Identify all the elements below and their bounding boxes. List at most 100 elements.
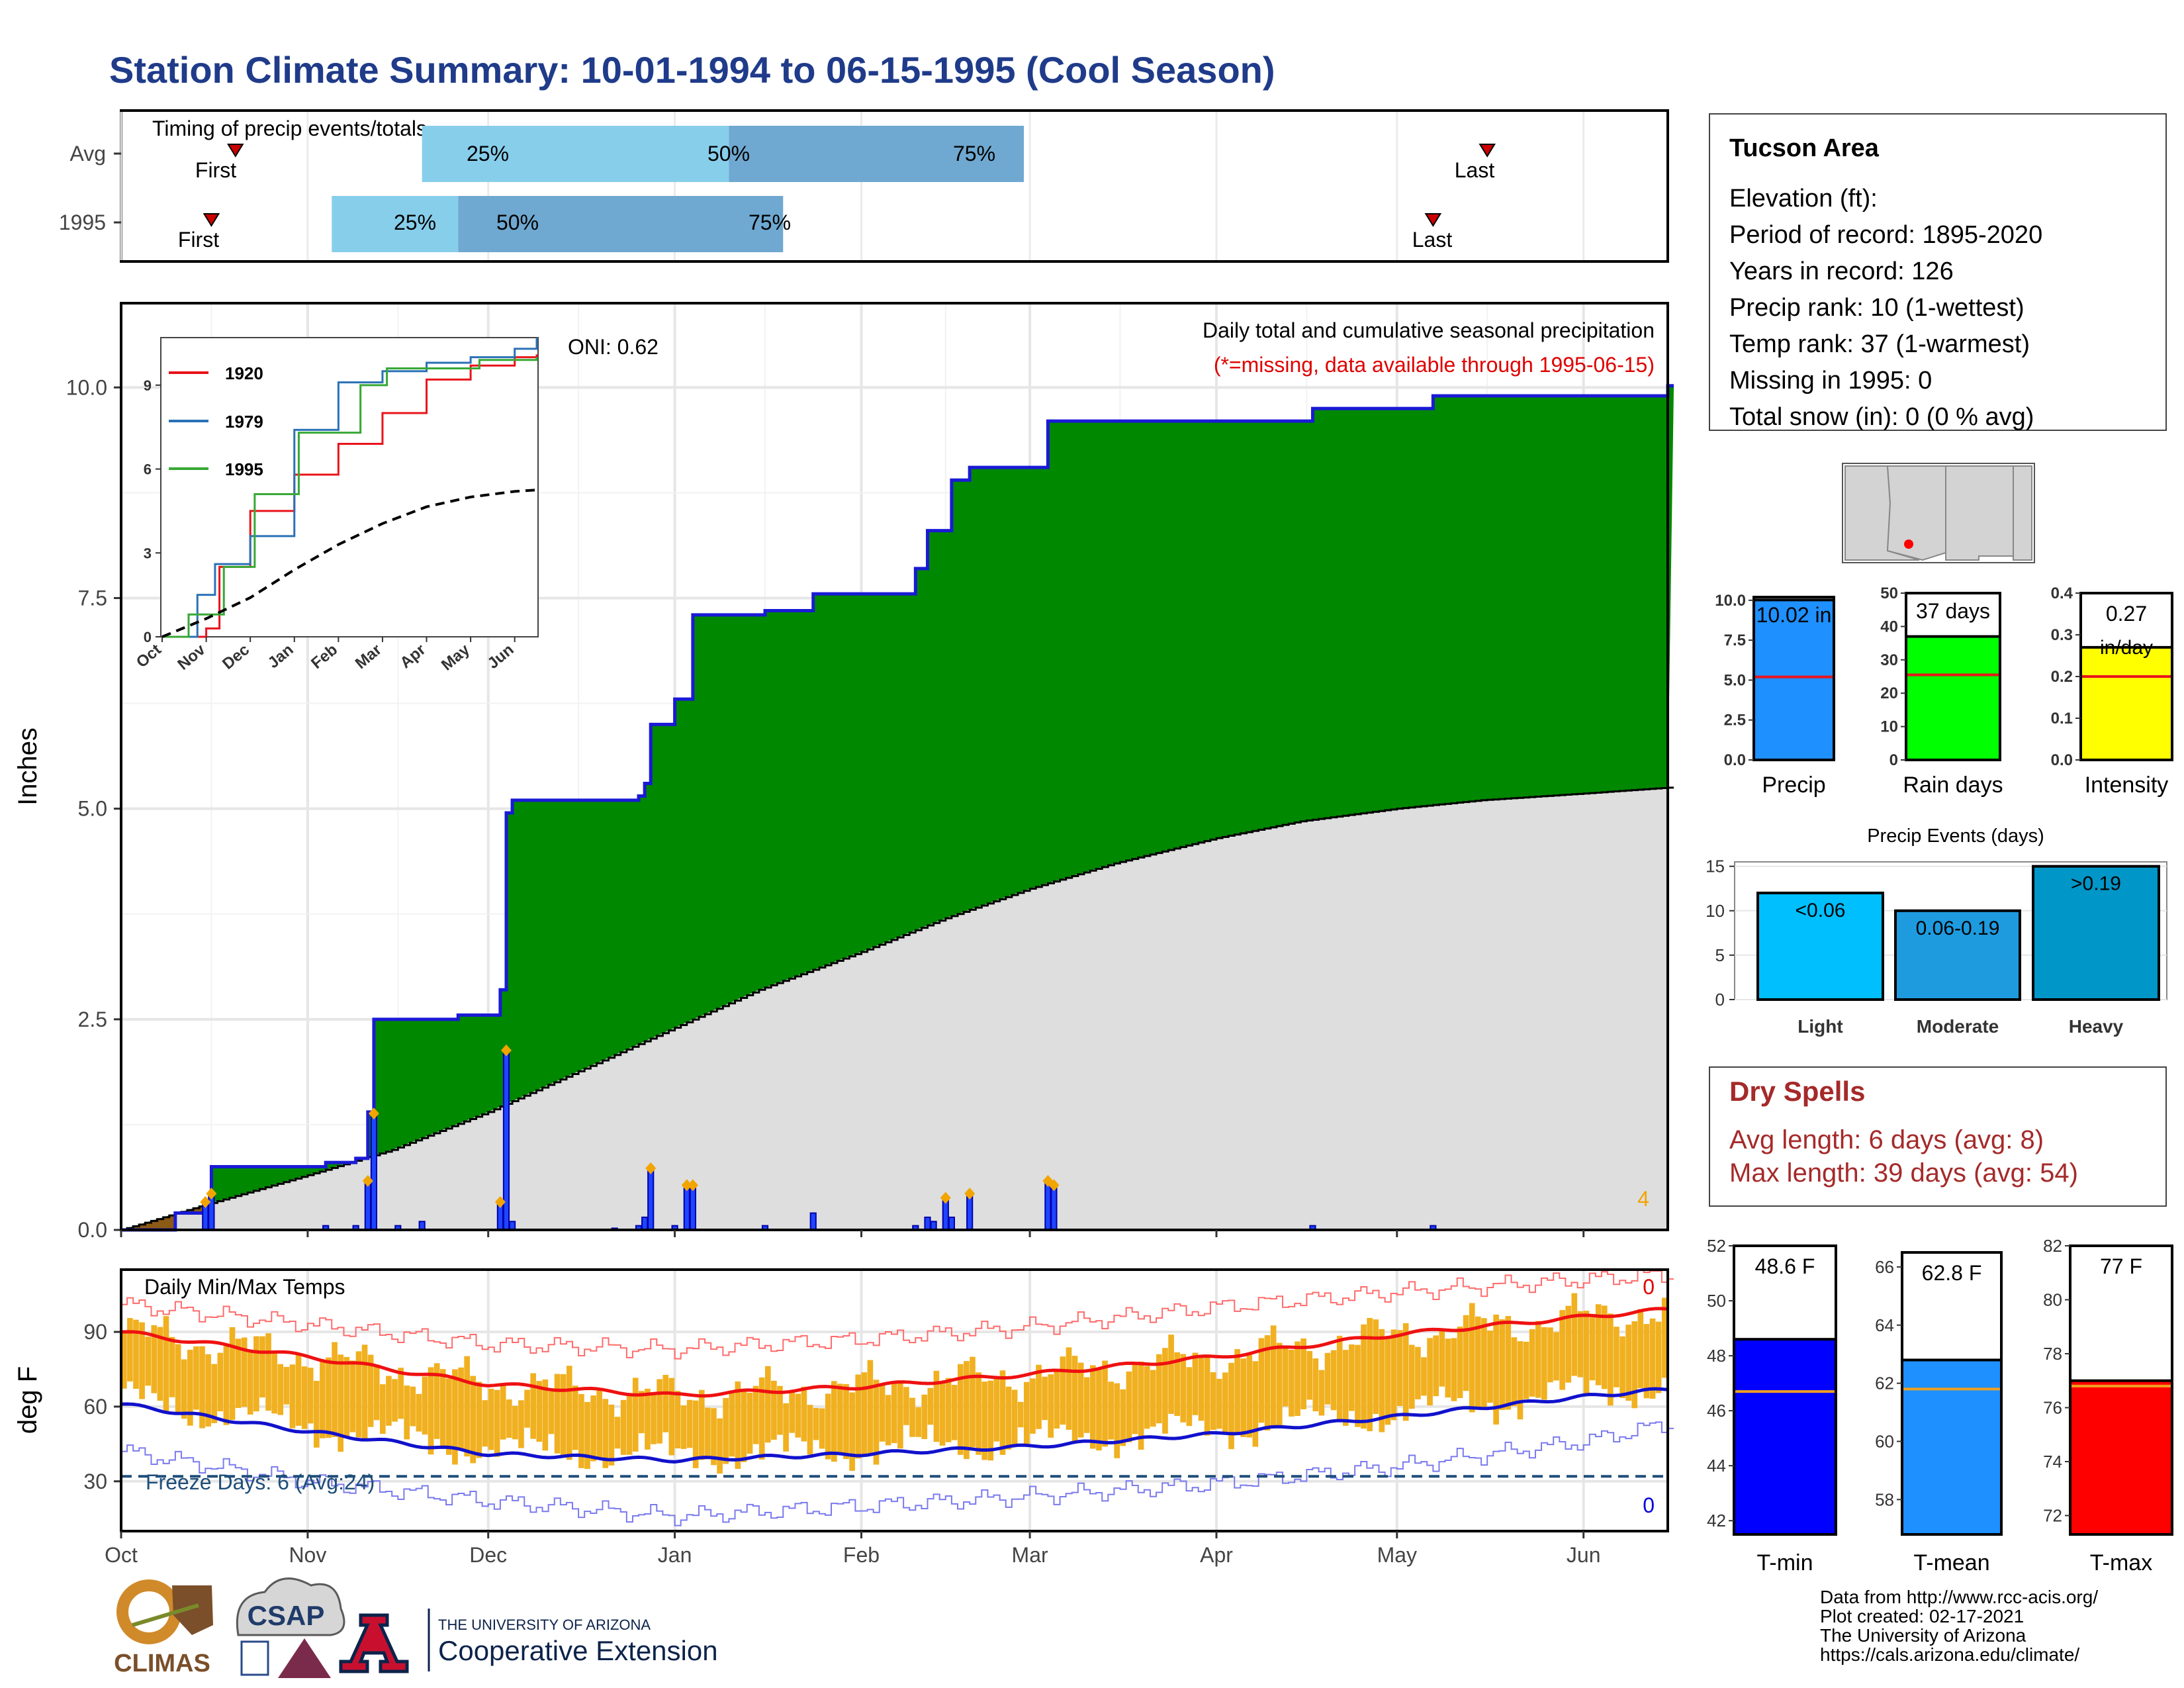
x-tick-label-1: Nov — [289, 1543, 326, 1567]
daily-temp-bar-187 — [1246, 1354, 1253, 1438]
daily-temp-bar-190 — [1264, 1335, 1271, 1430]
precip-layer — [114, 303, 1674, 1232]
daily-temp-bar-3 — [139, 1322, 145, 1399]
summary-bar-tick-label-0-1: 2.5 — [1724, 712, 1746, 729]
daily-temp-bar-91 — [668, 1378, 675, 1456]
ua-big-text: Cooperative Extension — [438, 1635, 718, 1666]
event-marker-9 — [940, 1192, 951, 1204]
daily-temp-bar-97 — [705, 1407, 711, 1458]
daily-temp-bar-222 — [1457, 1327, 1463, 1399]
daily-precip-bar-26 — [1044, 1183, 1052, 1231]
daily-temp-bar-247 — [1608, 1313, 1614, 1406]
daily-temp-bar-80 — [602, 1399, 609, 1468]
inset-legend-1920: 1920 — [225, 363, 263, 383]
dry-spells-title: Dry Spells — [1729, 1076, 1865, 1107]
daily-temp-bar-160 — [1083, 1377, 1090, 1433]
daily-temp-bar-57 — [464, 1356, 470, 1457]
daily-temp-bar-5 — [151, 1325, 158, 1393]
daily-temp-bar-235 — [1535, 1321, 1541, 1398]
daily-temp-bar-9 — [175, 1344, 181, 1415]
summary-bar-tick-label-1-3: 30 — [1880, 651, 1898, 669]
daily-temp-bar-130 — [903, 1387, 909, 1425]
daily-temp-bar-94 — [686, 1399, 693, 1448]
temp-bar-value-2: 77 F — [2100, 1254, 2142, 1278]
daily-temp-bar-64 — [506, 1399, 512, 1438]
event-marker-3 — [368, 1107, 379, 1120]
daily-temp-bar-26 — [277, 1364, 284, 1415]
timing-row-label-avg: Avg — [69, 142, 106, 165]
daily-temp-bar-88 — [651, 1395, 657, 1444]
daily-temp-bar-81 — [608, 1404, 615, 1466]
daily-temp-bar-32 — [313, 1381, 320, 1448]
summary-bar-tick-label-1-5: 50 — [1880, 585, 1898, 602]
avg-max-temp-line — [120, 1307, 1668, 1398]
daily-temp-bar-156 — [1060, 1356, 1066, 1425]
summary-bar-precip — [1752, 598, 1835, 762]
events-tick-label-3: 15 — [1706, 857, 1725, 876]
daily-precip-bar-0 — [202, 1203, 209, 1231]
daily-temp-bar-231 — [1511, 1337, 1518, 1407]
daily-temp-bar-198 — [1312, 1358, 1319, 1412]
daily-precip-bar-8 — [496, 1203, 504, 1231]
daily-precip-bar-14 — [647, 1170, 655, 1231]
x-tick-label-4: Feb — [843, 1543, 880, 1567]
daily-temp-bar-208 — [1373, 1319, 1379, 1415]
daily-temp-bar-66 — [518, 1400, 524, 1448]
daily-temp-bar-202 — [1336, 1335, 1343, 1420]
daily-precip-bar-13 — [641, 1216, 649, 1231]
daily-temp-bar-118 — [831, 1381, 837, 1462]
precip-y-axis-label: Inches — [13, 727, 42, 806]
footer-line-0: Data from http://www.rcc-acis.org/ — [1820, 1587, 2098, 1607]
temp-bar-tick-label-1-2: 62 — [1875, 1374, 1894, 1393]
daily-temp-bar-205 — [1355, 1344, 1361, 1427]
daily-temp-bar-256 — [1661, 1297, 1668, 1378]
temp-bar-label-1: T-mean — [1913, 1550, 1989, 1575]
daily-temp-bar-219 — [1439, 1329, 1445, 1387]
dry-spells-avg: Avg length: 6 days (avg: 8) — [1729, 1125, 2044, 1154]
daily-temp-bar-87 — [645, 1388, 651, 1450]
timing-marker-last-1995 — [1424, 213, 1442, 227]
ua-small-text: THE UNIVERSITY OF ARIZONA — [438, 1617, 651, 1633]
daily-temp-bar-221 — [1451, 1338, 1457, 1401]
oni-label: ONI: 0.62 — [568, 335, 659, 359]
daily-temp-bar-246 — [1601, 1305, 1608, 1389]
station-info-line-3: Precip rank: 10 (1-wettest) — [1729, 294, 2025, 322]
inset-y-tick-label-3: 9 — [144, 377, 152, 394]
temp-bar-value-1: 62.8 F — [1922, 1261, 1982, 1285]
summary-bar-tick-label-0-3: 7.5 — [1724, 632, 1746, 649]
daily-temp-bar-93 — [680, 1405, 687, 1449]
daily-temp-bar-185 — [1234, 1349, 1240, 1432]
daily-temp-bar-243 — [1583, 1311, 1590, 1394]
x-tick-label-6: Apr — [1200, 1543, 1233, 1567]
daily-temp-bar-27 — [283, 1366, 290, 1405]
inset-y-tick-label-0: 0 — [144, 629, 152, 645]
daily-temp-bar-161 — [1090, 1365, 1096, 1449]
daily-temp-bar-122 — [855, 1374, 862, 1459]
climas-logo: CLIMAS — [114, 1579, 213, 1677]
daily-temp-bar-223 — [1463, 1315, 1469, 1391]
daily-temp-bar-21 — [247, 1350, 253, 1415]
temp-bar-tick-label-1-0: 58 — [1875, 1489, 1894, 1509]
daily-temp-bar-98 — [711, 1408, 717, 1466]
daily-temp-bar-239 — [1559, 1310, 1565, 1390]
q25-label-1995: 25% — [394, 211, 436, 234]
daily-temp-bar-23 — [259, 1336, 265, 1398]
daily-temp-bar-114 — [807, 1405, 813, 1455]
daily-temp-bar-105 — [752, 1385, 759, 1444]
climas-logo-stem — [132, 1603, 199, 1627]
first-label-1995: First — [178, 228, 219, 252]
summary-bars: 0.0 2.5 5.0 7.5 10.0 10.02 in Precip 0 10 20 30 40 5… — [1715, 585, 2173, 798]
inset-legend-1995: 1995 — [225, 459, 263, 479]
daily-temp-bar-47 — [404, 1385, 410, 1440]
daily-temp-bar-39 — [355, 1351, 362, 1438]
daily-precip-bar-5 — [370, 1115, 378, 1231]
summary-bar-tick-label-1-0: 0 — [1889, 751, 1898, 769]
daily-temp-bar-65 — [512, 1405, 518, 1440]
daily-temp-bar-50 — [422, 1376, 428, 1435]
daily-temp-bar-104 — [747, 1393, 753, 1454]
first-label-avg: First — [195, 158, 236, 182]
daily-temp-bar-82 — [614, 1417, 621, 1449]
freeze-days-label: Freeze Days: 6 (Avg:24) — [146, 1470, 375, 1494]
daily-temp-bar-7 — [163, 1316, 169, 1413]
precip-panel-title: Daily total and cumulative seasonal prec… — [1203, 318, 1655, 342]
